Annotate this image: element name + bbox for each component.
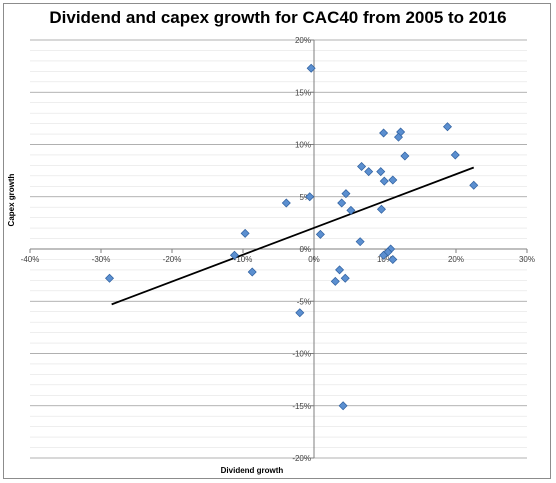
data-point (379, 176, 389, 186)
data-point (379, 128, 389, 138)
data-point (364, 167, 374, 177)
y-axis-title: Capex growth (7, 173, 16, 226)
data-point (247, 267, 257, 277)
x-tick-label: -40% (21, 255, 40, 264)
x-tick-label: 10% (377, 255, 393, 264)
data-point (346, 205, 356, 215)
data-point (355, 237, 365, 247)
data-point (240, 228, 250, 238)
data-point (450, 150, 460, 160)
y-tick-label: 5% (299, 193, 311, 202)
chart-title: Dividend and capex growth for CAC40 from… (49, 8, 507, 27)
data-point (281, 198, 291, 208)
data-point (388, 175, 398, 185)
data-point (393, 132, 403, 142)
data-point (357, 161, 367, 171)
data-point (305, 192, 315, 202)
data-point (330, 276, 340, 286)
y-tick-label: -10% (292, 350, 311, 359)
x-tick-label: -10% (234, 255, 253, 264)
data-point (315, 229, 325, 239)
data-point (383, 247, 393, 257)
x-tick-label: 0% (308, 255, 320, 264)
y-tick-label: -5% (297, 297, 311, 306)
y-tick-label: 10% (295, 141, 311, 150)
axis-layer (29, 39, 528, 459)
data-point (335, 265, 345, 275)
data-point (442, 122, 452, 132)
trendline-layer (111, 166, 475, 306)
y-tick-label: -15% (292, 402, 311, 411)
trendline (111, 166, 475, 306)
data-point (376, 167, 386, 177)
y-tick-label: 0% (299, 245, 311, 254)
y-tick-label: 20% (295, 36, 311, 45)
data-point (229, 250, 239, 260)
data-point (105, 273, 115, 283)
data-point (400, 151, 410, 161)
data-point (379, 250, 389, 260)
data-point (340, 273, 350, 283)
tick-labels: -40% -30% -20% -10% 0% 10% 20% 30% 20% 15% 10% 5% 0%… (21, 36, 535, 463)
x-tick-label: -30% (92, 255, 111, 264)
grid-layer (30, 39, 527, 459)
data-point (338, 401, 348, 411)
data-point (295, 308, 305, 318)
data-point (388, 254, 398, 264)
data-points (105, 63, 479, 411)
data-point (469, 180, 479, 190)
data-point (306, 63, 316, 73)
x-tick-label: -20% (163, 255, 182, 264)
data-point (337, 198, 347, 208)
data-point (341, 189, 351, 199)
data-point (376, 204, 386, 214)
x-axis-title: Dividend growth (221, 466, 284, 475)
y-tick-label: 15% (295, 88, 311, 97)
x-tick-label: 30% (519, 255, 535, 264)
y-tick-label: -20% (292, 454, 311, 463)
x-tick-label: 20% (448, 255, 464, 264)
